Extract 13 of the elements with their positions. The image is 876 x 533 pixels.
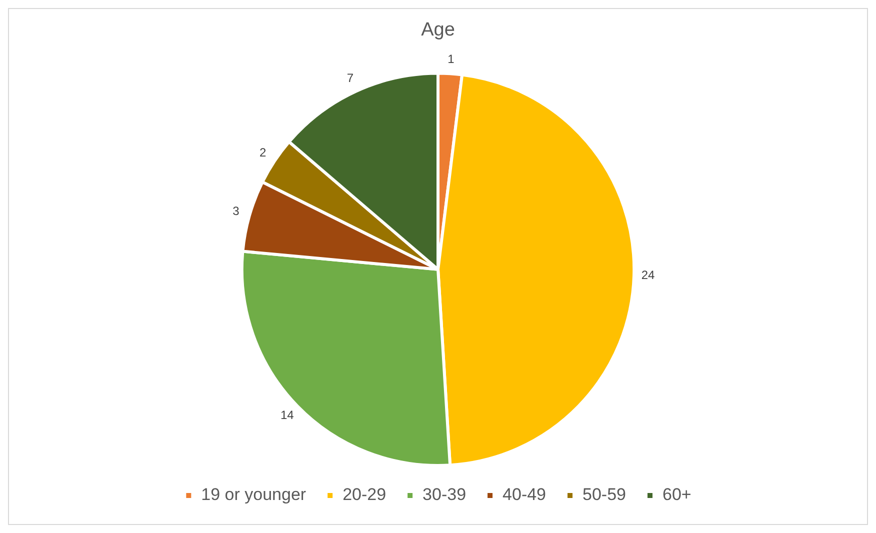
legend-label: 19 or younger	[201, 485, 306, 504]
legend-label: 40-49	[502, 485, 546, 504]
data-label: 7	[346, 70, 354, 85]
legend-label: 50-59	[582, 485, 626, 504]
legend-label: 20-29	[342, 485, 386, 504]
data-label: 14	[280, 408, 294, 422]
legend-label: 30-39	[422, 485, 466, 504]
data-label: 2	[260, 146, 267, 160]
data-label: 3	[232, 204, 240, 218]
data-label: 1	[448, 52, 455, 66]
data-label: 24	[641, 268, 655, 282]
legend-label: 60+	[662, 485, 692, 504]
chart-title: Age	[421, 20, 455, 41]
